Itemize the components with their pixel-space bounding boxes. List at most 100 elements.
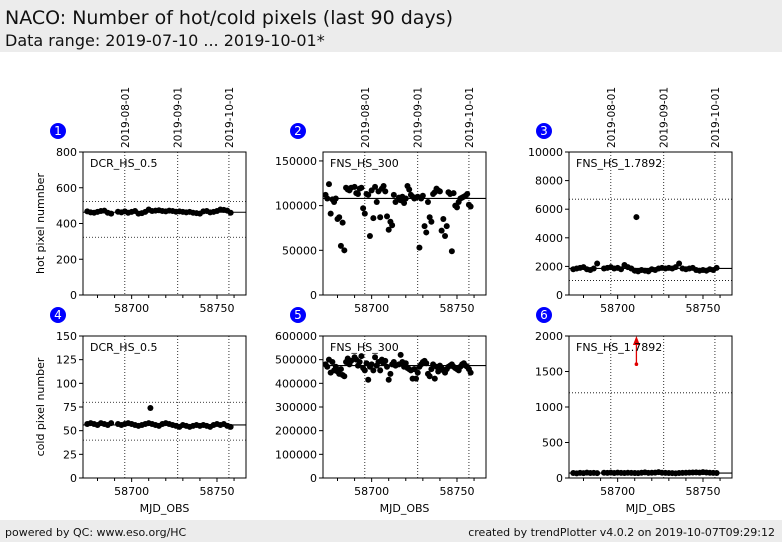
date-tick-label: 2019-09-01 [413, 87, 425, 148]
data-point [327, 210, 334, 217]
data-point [227, 209, 234, 216]
data-point [382, 357, 389, 364]
date-tick-label: 2019-10-01 [224, 87, 236, 148]
data-point [336, 214, 343, 221]
data-point [370, 367, 377, 374]
x-tick-label: 58700 [354, 302, 389, 315]
x-tick-label: 58750 [199, 485, 234, 498]
data-point [370, 215, 377, 222]
data-point [382, 188, 389, 195]
outlier-arrow-base [634, 362, 639, 367]
data-point [389, 222, 396, 229]
y-tick-label: 600 [56, 182, 77, 195]
panel-label: DCR_HS_0.5 [90, 341, 158, 354]
axes-frame [568, 335, 733, 479]
y-tick-label: 100000 [275, 448, 317, 461]
x-tick-label: 58750 [685, 485, 720, 498]
data-point [361, 367, 368, 374]
panel-label: FNS_HS_300 [330, 341, 399, 354]
footer: powered by QC: www.eso.org/HC created by… [0, 520, 782, 542]
data-point [713, 264, 720, 271]
axes-frame [82, 335, 247, 479]
data-point [351, 183, 358, 190]
data-point [341, 247, 348, 254]
data-point [368, 361, 375, 368]
x-tick-label: 58750 [439, 302, 474, 315]
x-tick-label: 58700 [114, 302, 149, 315]
data-point [377, 367, 384, 374]
data-point [332, 363, 339, 370]
y-axis-label: hot pixel numnber [34, 173, 47, 274]
x-tick-label: 58700 [600, 302, 635, 315]
y-tick-label: 100 [56, 377, 77, 390]
data-point [377, 214, 384, 221]
y-axis-label: cold pixel number [34, 357, 47, 456]
data-point [366, 233, 373, 240]
data-point [419, 192, 426, 199]
data-point [438, 227, 445, 234]
panel-badge [290, 307, 306, 323]
data-point [390, 191, 397, 198]
date-tick-label: 2019-08-01 [606, 87, 618, 148]
axes-frame [82, 151, 247, 296]
data-point [337, 366, 344, 373]
data-point [431, 375, 438, 382]
data-point [358, 353, 365, 360]
y-tick-label: 4000 [535, 232, 563, 245]
panel-badge-number: 2 [294, 124, 302, 138]
y-tick-label: 25 [63, 448, 77, 461]
y-tick-label: 0 [556, 289, 563, 302]
x-tick-label: 58700 [354, 485, 389, 498]
date-tick-label: 2019-10-01 [710, 87, 722, 148]
header: NACO: Number of hot/cold pixels (last 90… [0, 0, 782, 52]
outlier-arrow-head [632, 336, 640, 345]
chart-panel-4: 4 DCR_HS_0.5 0 25 50 75 100 125 150 58700 58750 MJD… [34, 307, 247, 515]
y-tick-label: 400000 [275, 377, 317, 390]
data-point [361, 210, 368, 217]
data-point [392, 199, 399, 206]
x-tick-label: 58700 [600, 485, 635, 498]
data-point [324, 363, 331, 370]
axes-frame [322, 151, 487, 296]
y-tick-label: 50000 [282, 244, 317, 257]
date-tick-label: 2019-08-01 [120, 87, 132, 148]
panel-badge-number: 5 [294, 308, 302, 322]
x-axis-label: MJD_OBS [380, 502, 430, 515]
data-point [440, 216, 447, 223]
y-tick-label: 1000 [535, 401, 563, 414]
plots-area: 1 2019-08-01 2019-09-01 2019-10-01 DCR_HS_0.… [34, 87, 733, 515]
panel-badge [50, 307, 66, 323]
y-tick-label: 0 [310, 289, 317, 302]
data-point [380, 182, 387, 189]
data-point [594, 470, 601, 477]
data-point [416, 244, 423, 251]
y-tick-label: 400 [56, 218, 77, 231]
data-point [365, 191, 372, 198]
data-point [402, 195, 409, 202]
data-point [590, 265, 597, 272]
footer-created-by: created by trendPlotter v4.0.2 on 2019-1… [468, 526, 775, 539]
x-tick-label: 58700 [114, 485, 149, 498]
data-point [633, 214, 640, 221]
data-point [387, 370, 394, 377]
y-tick-label: 2000 [535, 330, 563, 343]
panel-badge [50, 123, 66, 139]
y-tick-label: 150000 [275, 155, 317, 168]
y-tick-label: 50 [63, 425, 77, 438]
data-point [358, 184, 365, 191]
panel-badge-number: 3 [540, 124, 548, 138]
date-tick-label: 2019-10-01 [464, 87, 476, 148]
y-tick-label: 1500 [535, 366, 563, 379]
data-point [428, 366, 435, 373]
data-point [147, 404, 154, 411]
axes-frame [568, 151, 733, 296]
data-point [372, 354, 379, 361]
y-tick-label: 0 [70, 472, 77, 485]
y-tick-label: 500000 [275, 354, 317, 367]
data-point [426, 373, 433, 380]
data-point [354, 191, 361, 198]
data-point [464, 191, 471, 198]
data-point [428, 218, 435, 225]
data-point [339, 219, 346, 226]
data-point [424, 199, 431, 206]
